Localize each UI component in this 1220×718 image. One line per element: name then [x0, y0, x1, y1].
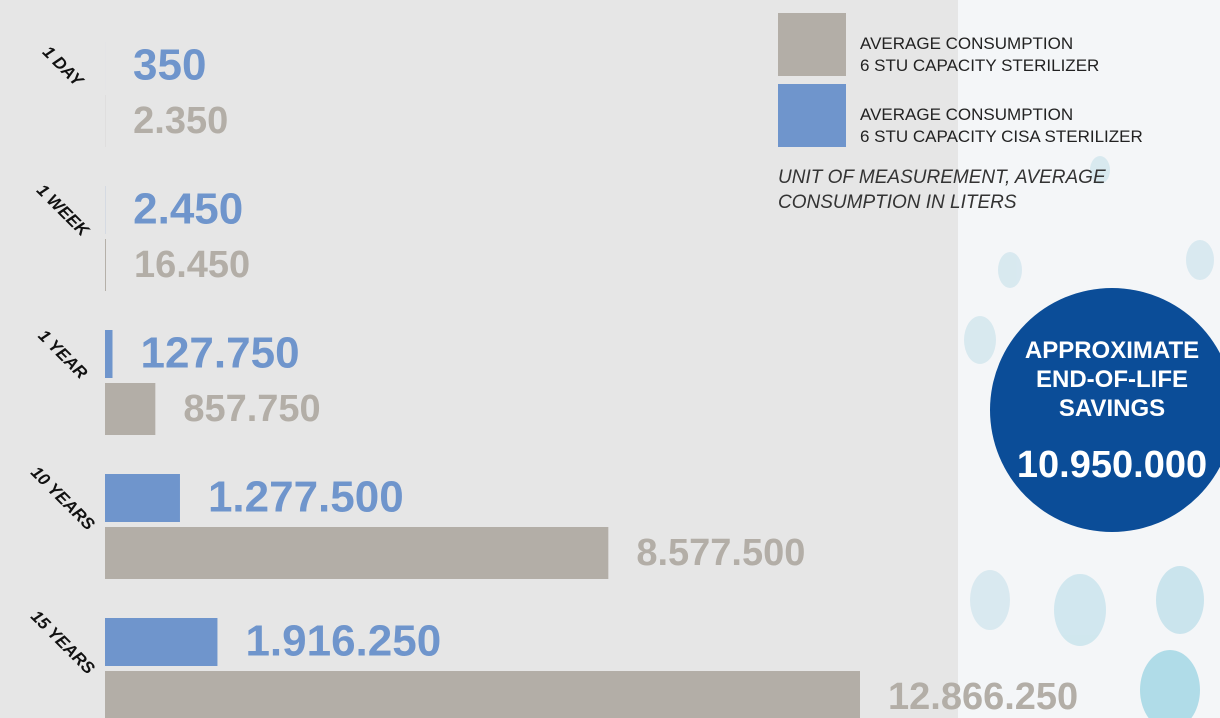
- value-label: 350: [133, 41, 206, 90]
- legend-label-box: AVERAGE CONSUMPTION 6 STU CAPACITY STERI…: [860, 33, 1220, 83]
- bar: [105, 383, 155, 435]
- legend-label: AVERAGE CONSUMPTION 6 STU CAPACITY STERI…: [860, 33, 1220, 77]
- callout-title-box: APPROXIMATE END-OF-LIFE SAVINGS: [992, 336, 1220, 436]
- value-label: 8.577.500: [636, 532, 805, 574]
- legend-swatch: [778, 84, 846, 147]
- bar: [105, 618, 217, 666]
- value-label: 1.277.500: [208, 473, 404, 522]
- bar: [105, 527, 608, 579]
- value-label: 12.866.250: [888, 676, 1078, 718]
- bar: [105, 239, 106, 291]
- callout-title: APPROXIMATE END-OF-LIFE SAVINGS: [992, 336, 1220, 423]
- value-label: 2.450: [133, 185, 243, 234]
- value-label: 2.350: [133, 100, 228, 142]
- legend-swatch: [778, 13, 846, 76]
- legend-label-box: AVERAGE CONSUMPTION 6 STU CAPACITY CISA …: [860, 104, 1220, 154]
- bar: [105, 330, 112, 378]
- chart: APPROXIMATE END-OF-LIFE SAVINGS 10.950.0…: [0, 0, 1220, 718]
- legend-label: AVERAGE CONSUMPTION 6 STU CAPACITY CISA …: [860, 104, 1220, 148]
- note: UNIT OF MEASUREMENT, AVERAGE CONSUMPTION…: [778, 165, 1218, 215]
- value-label: 16.450: [134, 244, 250, 286]
- value-label: 857.750: [183, 388, 320, 430]
- bar: [105, 474, 180, 522]
- value-label: 1.916.250: [245, 617, 441, 666]
- callout-value: 10.950.000: [962, 444, 1220, 487]
- page: APPROXIMATE END-OF-LIFE SAVINGS 10.950.0…: [0, 0, 1220, 718]
- note-box: UNIT OF MEASUREMENT, AVERAGE CONSUMPTION…: [778, 165, 1218, 225]
- value-label: 127.750: [140, 329, 299, 378]
- bar: [105, 671, 860, 718]
- callout-value-box: 10.950.000: [962, 444, 1220, 494]
